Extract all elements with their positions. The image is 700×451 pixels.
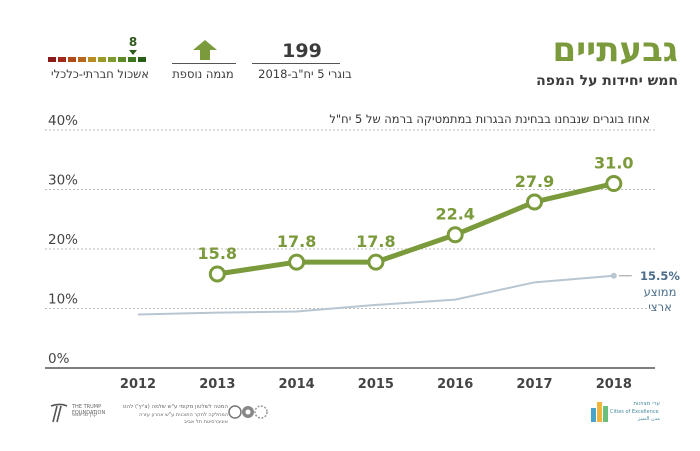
grid-layer bbox=[45, 129, 655, 309]
data-point-city bbox=[605, 175, 623, 193]
cluster-scale-segment bbox=[128, 57, 136, 62]
cities-of-excellence-logo bbox=[591, 402, 608, 422]
graduates-divider bbox=[252, 63, 340, 64]
graduates-label: בוגרי 5 יח"ב-2018 bbox=[258, 67, 352, 81]
trend-divider bbox=[172, 63, 236, 64]
cluster-scale-segment bbox=[68, 57, 76, 62]
city-title: גבעתיים bbox=[552, 30, 679, 70]
y-tick-label: 20% bbox=[48, 232, 78, 248]
cluster-value: 8 bbox=[128, 35, 138, 49]
x-tick-label: 2017 bbox=[516, 377, 552, 392]
data-label-city: 27.9 bbox=[515, 172, 554, 191]
chart-title: אחוז בוגרים שנבחנו בבחינת הבגרות במתמטיק… bbox=[329, 112, 650, 126]
cluster-scale-segment bbox=[88, 57, 96, 62]
page-subtitle: חמש יחידות על המפה bbox=[536, 73, 678, 89]
trump-foundation-name-he: קרן טראמפ bbox=[72, 412, 98, 418]
data-point-city bbox=[367, 253, 385, 271]
x-tick-label: 2015 bbox=[358, 377, 394, 392]
cluster-scale bbox=[48, 57, 146, 62]
trump-foundation-name: THE TRUMP FOUNDATION bbox=[72, 404, 106, 416]
cluster-pointer-icon bbox=[129, 50, 137, 55]
x-tick-label: 2013 bbox=[199, 377, 235, 392]
series-layer bbox=[137, 175, 632, 316]
y-tick-label: 10% bbox=[48, 292, 78, 308]
national-average-legend-line2: ארצי bbox=[648, 300, 672, 314]
trend-label: מגמה נוספת bbox=[172, 67, 234, 81]
data-point-city bbox=[288, 253, 306, 271]
cities-excellence-ar: مدن التميز bbox=[637, 416, 660, 422]
y-tick-label: 0% bbox=[48, 351, 70, 367]
data-label-city: 17.8 bbox=[277, 232, 316, 251]
trend-up-icon bbox=[193, 40, 217, 60]
cluster-scale-segment bbox=[48, 57, 56, 62]
y-tick-label: 40% bbox=[48, 113, 78, 129]
series-line-national-average bbox=[137, 274, 614, 316]
y-tick-label: 30% bbox=[48, 173, 78, 189]
axis-layer: 40% 30% 20% 10% 0% 2012 2013 2014 2015 2016 2017 20… bbox=[45, 113, 655, 392]
cities-excellence-he: ערי מצוינות bbox=[633, 401, 660, 407]
national-average-legend-line1: ממוצע bbox=[644, 285, 677, 299]
cluster-scale-segment bbox=[78, 57, 86, 62]
graduates-count: 199 bbox=[282, 40, 322, 62]
data-label-city: 31.0 bbox=[594, 154, 633, 173]
cluster-label: אשכול חברתי-כלכלי bbox=[51, 67, 149, 81]
x-tick-label: 2012 bbox=[120, 377, 156, 392]
x-tick-label: 2016 bbox=[437, 377, 473, 392]
trump-foundation-logo bbox=[50, 403, 68, 423]
data-point-city bbox=[446, 226, 464, 244]
cluster-scale-segment bbox=[98, 57, 106, 62]
partner-text-3: אוניברסיטת תל אביב bbox=[184, 419, 228, 425]
partner-text-2: המחלקה לחקר התוכנית ע"ש אהרון עזרה bbox=[138, 412, 228, 418]
cluster-scale-segment bbox=[118, 57, 126, 62]
line-chart: 40% 30% 20% 10% 0% 2012 2013 2014 2015 2016 2017 20… bbox=[45, 113, 681, 392]
national-average-end-label: 15.5% bbox=[640, 269, 680, 283]
cluster-scale-segment bbox=[138, 57, 146, 62]
data-label-city: 22.4 bbox=[435, 205, 474, 224]
partner-text-1: המטה לשלטון מקומי ע"ש שלמה (צ'יץ') להט bbox=[122, 404, 228, 410]
data-point-national-average bbox=[610, 272, 617, 279]
data-label-city: 17.8 bbox=[356, 232, 395, 251]
series-line-city bbox=[216, 181, 615, 277]
cluster-scale-segment bbox=[58, 57, 66, 62]
data-label-city: 15.8 bbox=[198, 244, 237, 263]
x-tick-label: 2014 bbox=[279, 377, 315, 392]
university-emblems-icon bbox=[228, 405, 268, 419]
cities-excellence-en: Cities of Excellence bbox=[610, 409, 659, 415]
x-tick-label: 2018 bbox=[596, 377, 632, 392]
data-point-city bbox=[208, 265, 226, 283]
data-point-city bbox=[526, 193, 543, 211]
cluster-scale-segment bbox=[108, 57, 116, 62]
